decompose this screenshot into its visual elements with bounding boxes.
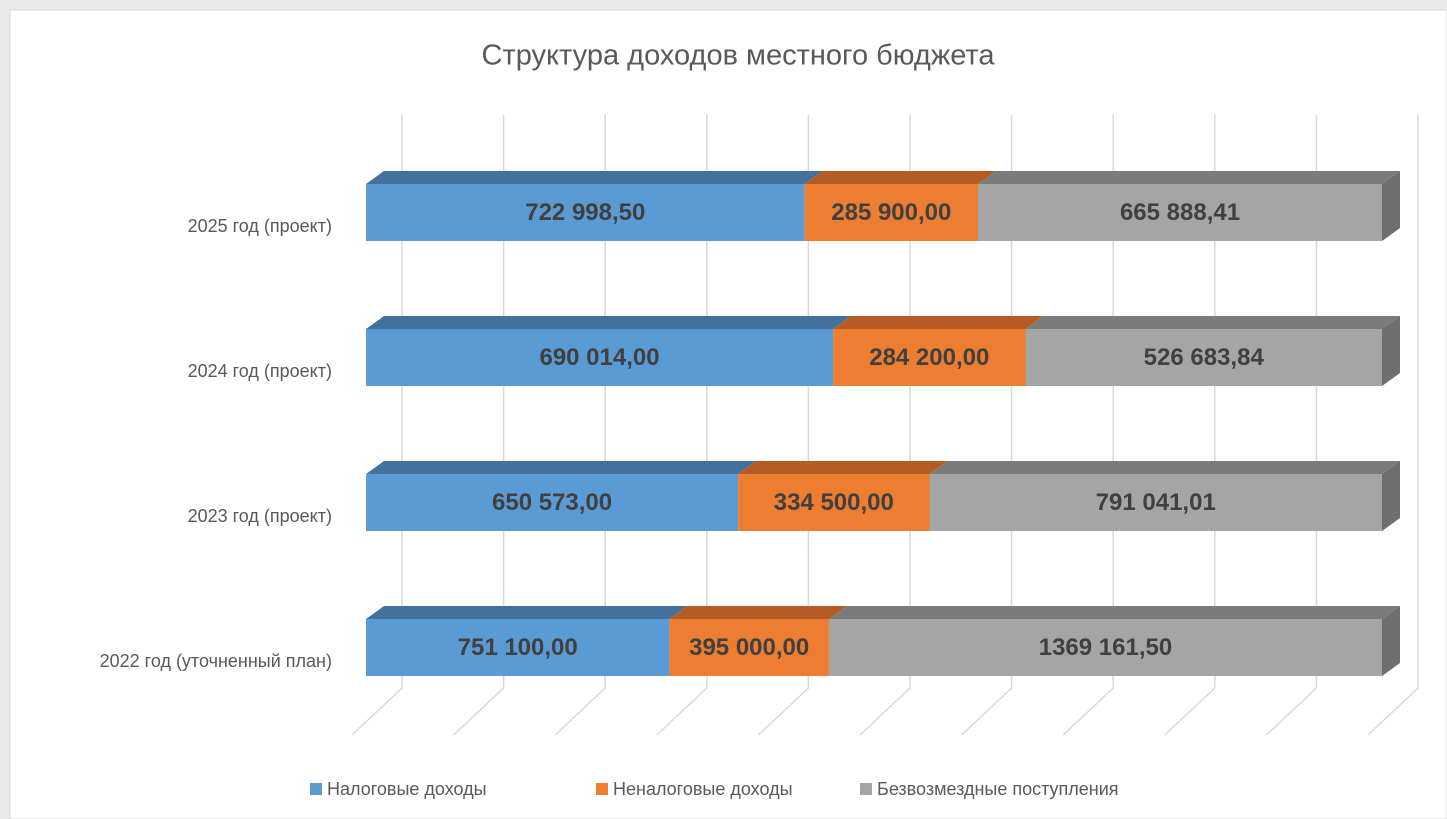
data-label: 722 998,50 [525, 199, 645, 226]
data-label: 665 888,41 [1120, 199, 1240, 226]
legend-swatch [860, 783, 872, 795]
bar-top [828, 606, 1400, 619]
bar-top [366, 606, 688, 619]
bar-top [366, 316, 852, 329]
grid-line [453, 115, 505, 736]
chart-area [9, 9, 1447, 819]
bar-top [366, 171, 823, 184]
data-label: 285 900,00 [831, 199, 951, 226]
bar [828, 619, 1382, 676]
data-label: 284 200,00 [869, 344, 989, 371]
legend-label: Неналоговые доходы [613, 779, 793, 799]
chart-title: Структура доходов местного бюджета [482, 40, 996, 72]
legend-label: Налоговые доходы [327, 779, 487, 799]
bar-side [1382, 316, 1400, 386]
bar-top [929, 461, 1400, 474]
data-label: 690 014,00 [539, 344, 659, 371]
bar-top [978, 171, 1400, 184]
grid-line [1164, 115, 1216, 736]
bar [804, 184, 979, 241]
legend-swatch [310, 783, 322, 795]
y-tick-label: 2023 год (проект) [188, 506, 332, 526]
bar [366, 474, 739, 531]
legend-label: Безвозмездные поступления [877, 779, 1119, 799]
grid-line [1062, 115, 1114, 736]
grid-line [1367, 115, 1419, 736]
bar [738, 474, 930, 531]
bar-side [1382, 171, 1400, 241]
bar-top [833, 316, 1044, 329]
bar-top [804, 171, 997, 184]
data-label: 650 573,00 [492, 489, 612, 516]
grid-line [656, 115, 708, 736]
data-label: 395 000,00 [689, 634, 809, 661]
grid-line [757, 115, 810, 736]
data-label: 1369 161,50 [1039, 634, 1172, 661]
legend-swatch [596, 783, 608, 795]
y-tick-label: 2024 год (проект) [188, 361, 332, 381]
grid-line [1265, 115, 1318, 736]
bar [978, 184, 1382, 241]
grid-line [961, 115, 1013, 736]
data-label: 791 041,01 [1096, 489, 1216, 516]
grid-line [351, 115, 403, 736]
bar [366, 329, 834, 386]
bar [929, 474, 1382, 531]
bar-top [738, 461, 948, 474]
bar-side [1382, 606, 1400, 676]
bar [833, 329, 1026, 386]
data-label: 751 100,00 [458, 634, 578, 661]
bar-top [1025, 316, 1400, 329]
data-label: 526 683,84 [1144, 344, 1265, 371]
bar-top [366, 461, 757, 474]
bar [366, 619, 670, 676]
bar-top [669, 606, 847, 619]
bar [669, 619, 829, 676]
bar [366, 184, 805, 241]
grid-line [859, 115, 911, 736]
data-label: 334 500,00 [774, 489, 894, 516]
y-tick-label: 2025 год (проект) [188, 216, 332, 236]
grid-line [554, 115, 606, 736]
bar-side [1382, 461, 1400, 531]
bar [1025, 329, 1382, 386]
y-tick-label: 2022 год (уточненный план) [100, 651, 332, 671]
